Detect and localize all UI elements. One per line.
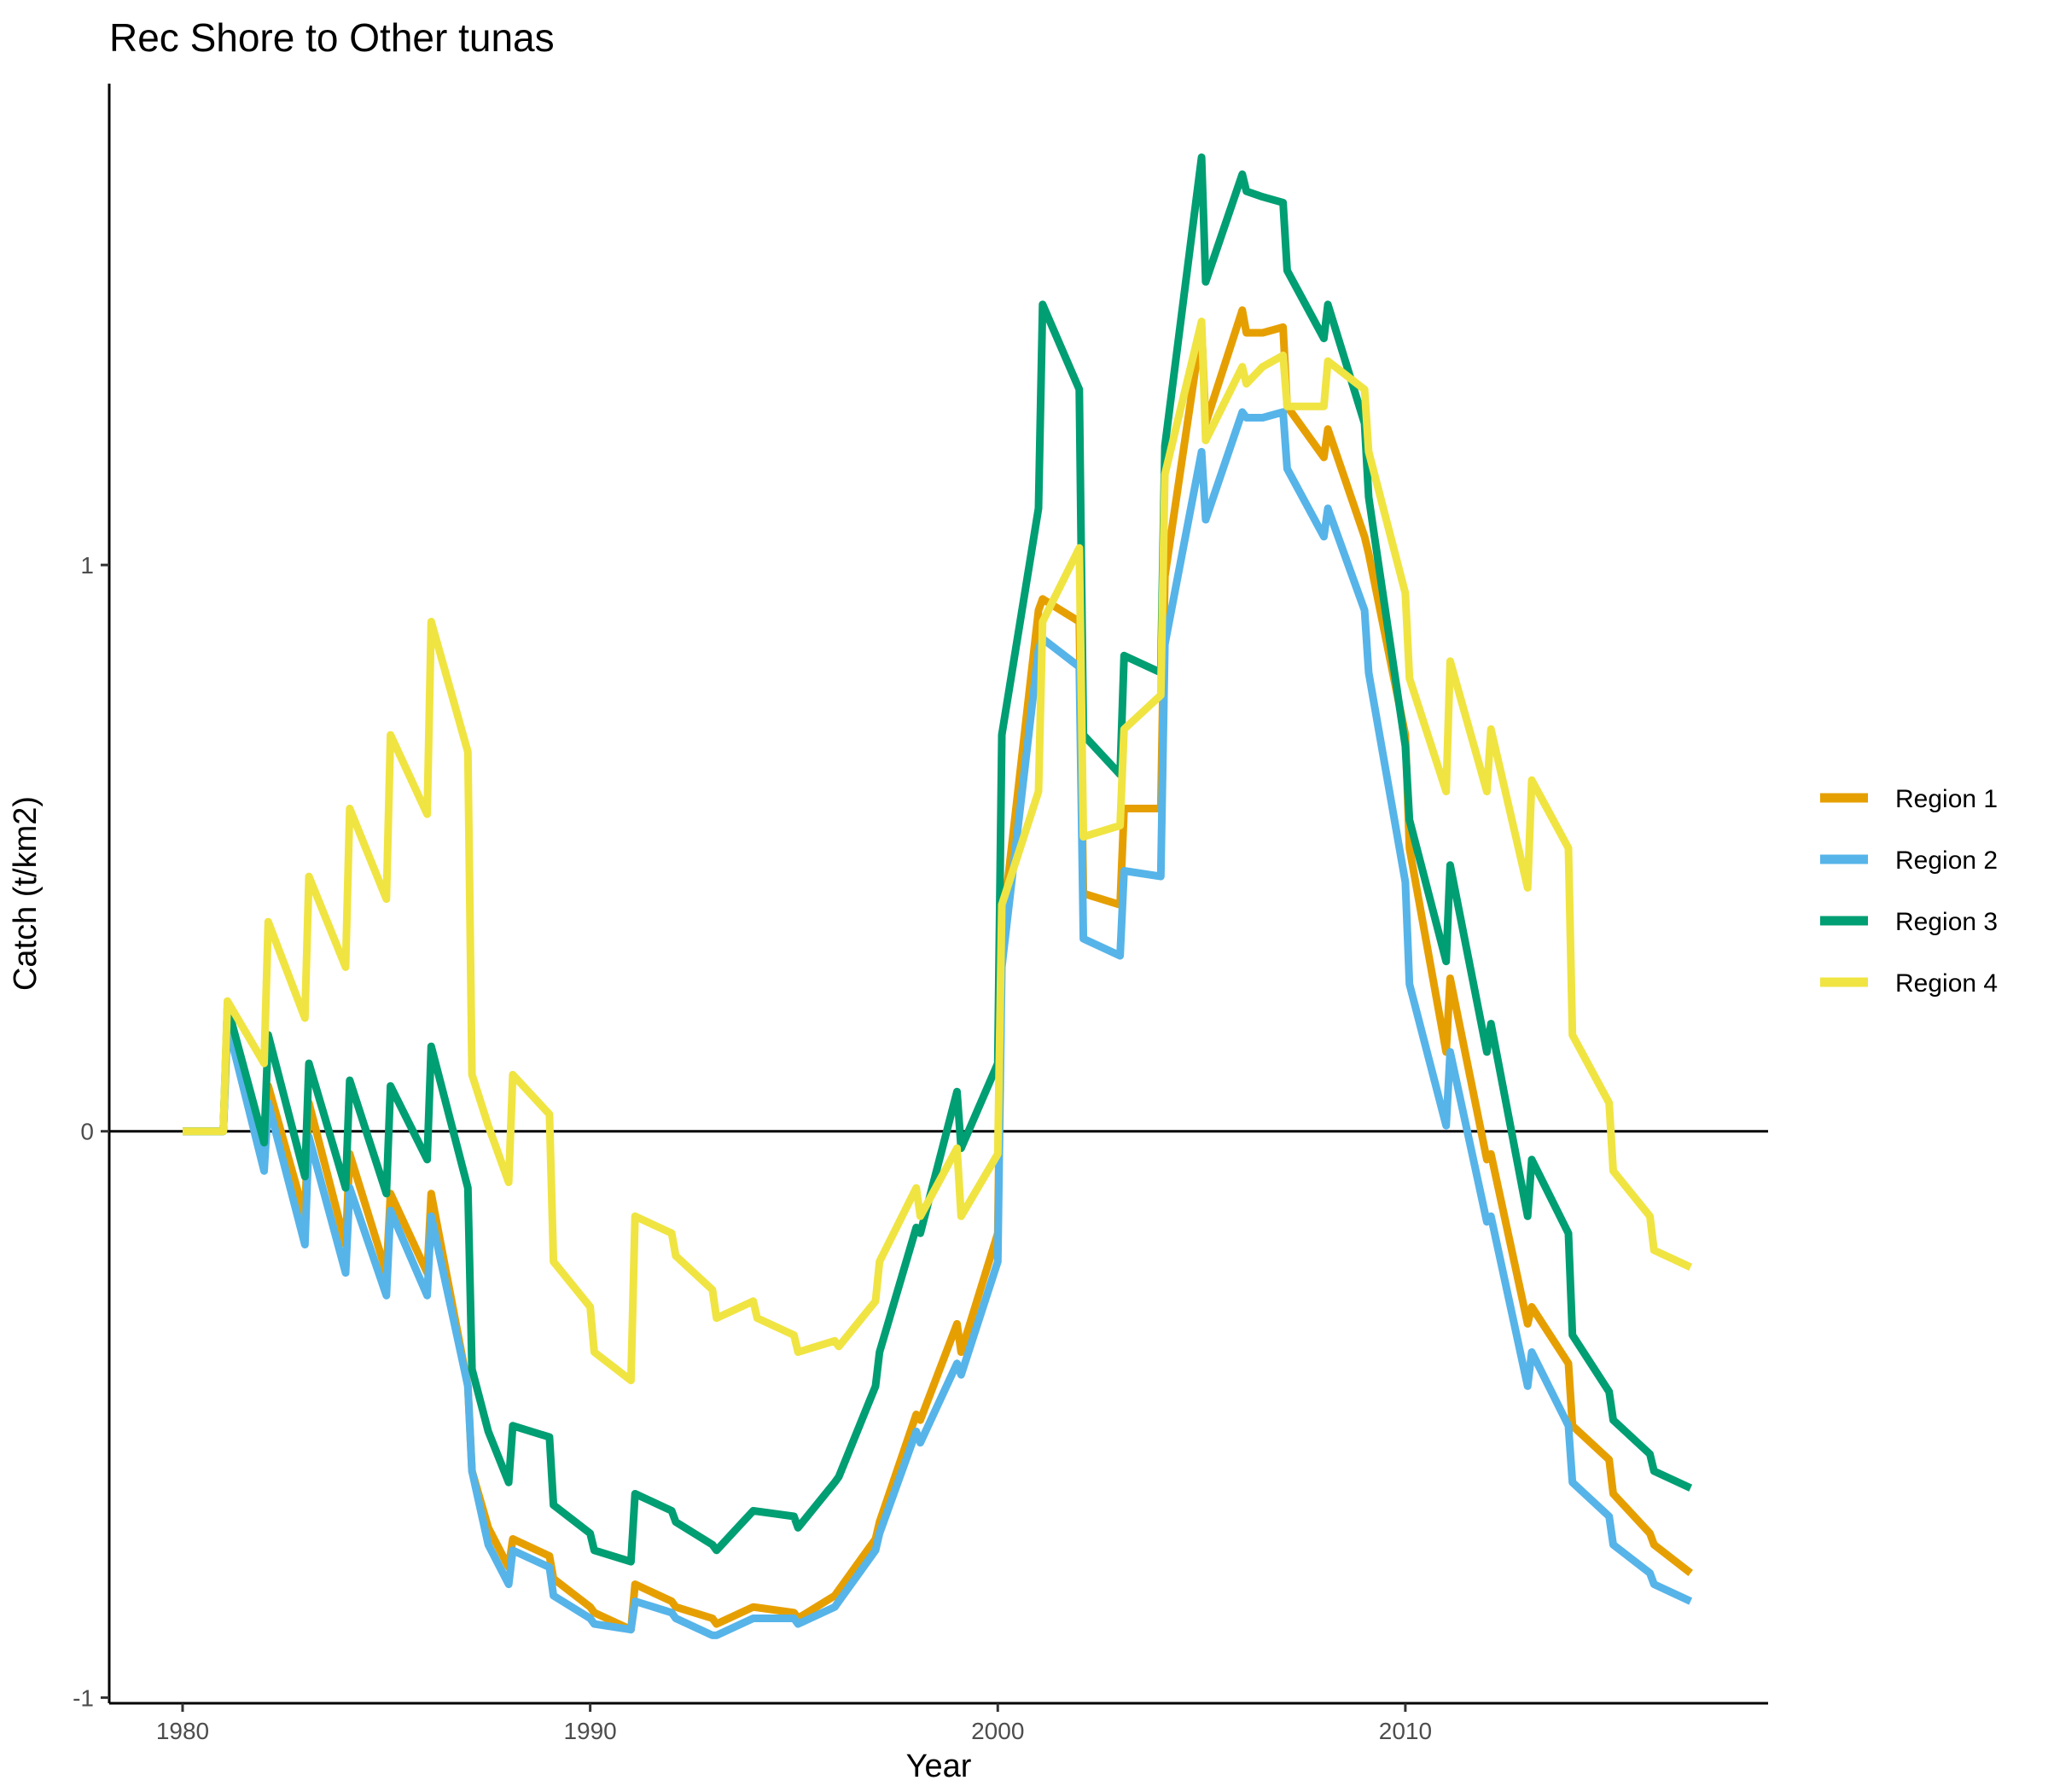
series-group	[183, 153, 1693, 1639]
x-tick-label: 1990	[563, 1718, 616, 1744]
y-tick-label: -1	[73, 1684, 94, 1711]
x-tick-label: 2010	[1379, 1718, 1432, 1744]
x-axis-title: Year	[906, 1748, 972, 1784]
series-line-region-2	[183, 408, 1693, 1639]
y-axis-ticks: -1 0 1	[73, 552, 109, 1711]
y-tick-label: 1	[80, 552, 94, 579]
series-line-region-4	[183, 317, 1693, 1385]
y-axis-title: Catch (t/km2)	[8, 796, 44, 991]
legend-label-region-1: Region 1	[1895, 785, 1998, 813]
x-tick-label: 1980	[156, 1718, 209, 1744]
legend-label-region-4: Region 4	[1895, 969, 1998, 998]
chart-title: Rec Shore to Other tunas	[109, 15, 555, 60]
legend-label-region-2: Region 2	[1895, 847, 1998, 875]
legend: Region 1 Region 2 Region 3 Region 4	[1820, 785, 1998, 998]
legend-label-region-3: Region 3	[1895, 908, 1998, 936]
y-tick-label: 0	[80, 1119, 94, 1145]
series-line-region-1	[183, 306, 1693, 1634]
x-tick-label: 2000	[971, 1718, 1024, 1744]
x-axis-ticks: 1980 1990 2000 2010	[156, 1703, 1432, 1744]
series-line-region-3	[183, 153, 1693, 1566]
plot-area	[109, 153, 1768, 1639]
